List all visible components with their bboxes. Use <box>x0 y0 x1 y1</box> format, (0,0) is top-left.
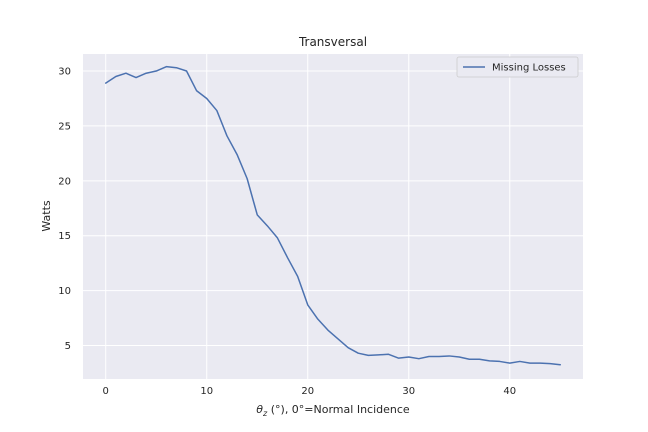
x-tick-label: 40 <box>503 386 516 397</box>
x-axis-label-symbol: θ <box>256 403 263 416</box>
y-tick-label: 10 <box>58 286 71 297</box>
x-tick-labels: 0 10 20 30 40 <box>103 386 517 397</box>
y-tick-label: 15 <box>58 231 71 242</box>
y-axis-label: Watts <box>40 200 53 232</box>
y-tick-labels: 5 10 15 20 25 30 <box>58 67 71 352</box>
series-layer <box>104 65 562 366</box>
chart-title: Transversal <box>298 35 367 49</box>
series-line-0 <box>104 65 562 366</box>
x-axis-label: θz (°), 0°=Normal Incidence <box>256 403 410 418</box>
x-tick-label: 10 <box>200 386 213 397</box>
x-axis-label-text: (°), 0°=Normal Incidence <box>267 403 410 416</box>
y-tick-label: 30 <box>58 67 71 78</box>
legend-label-missing-losses: Missing Losses <box>492 63 566 74</box>
legend: Missing Losses <box>456 56 579 78</box>
y-tick-label: 5 <box>65 341 71 352</box>
y-tick-label: 20 <box>58 176 71 187</box>
x-tick-label: 0 <box>103 386 109 397</box>
x-tick-label: 20 <box>301 386 314 397</box>
x-tick-label: 30 <box>402 386 415 397</box>
x-axis-label-subscript: z <box>262 409 268 418</box>
y-tick-label: 25 <box>58 121 71 132</box>
grid-lines <box>83 54 583 379</box>
plot-area <box>83 54 583 379</box>
legend-box <box>456 56 579 78</box>
